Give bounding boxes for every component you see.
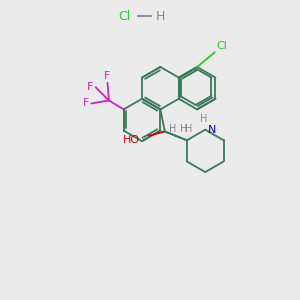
Text: H: H <box>180 124 188 134</box>
Text: H: H <box>156 10 165 22</box>
Text: N: N <box>208 125 217 135</box>
Text: F: F <box>104 71 111 81</box>
Text: H: H <box>185 124 192 134</box>
Text: F: F <box>82 98 89 109</box>
Text: Cl: Cl <box>216 41 227 51</box>
Text: H: H <box>169 124 177 134</box>
Text: F: F <box>87 82 93 92</box>
Text: Cl: Cl <box>118 10 131 22</box>
Text: H: H <box>200 114 208 124</box>
Text: HO: HO <box>123 135 140 145</box>
